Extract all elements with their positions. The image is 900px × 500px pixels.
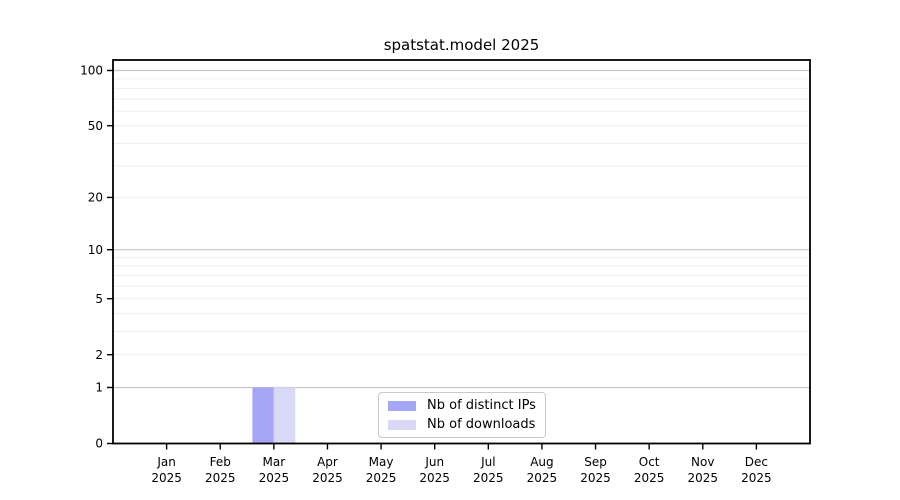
x-tick-label-year: 2025: [527, 471, 558, 485]
y-tick-label: 10: [88, 243, 103, 257]
bar-mar-downloads: [273, 387, 296, 444]
x-tick-label-year: 2025: [205, 471, 236, 485]
chart-title: spatstat.model 2025: [383, 36, 540, 54]
x-tick-label-year: 2025: [741, 471, 772, 485]
x-tick-label-year: 2025: [473, 471, 504, 485]
x-tick-label-month: Dec: [745, 455, 768, 469]
y-tick-label: 1: [95, 381, 103, 395]
x-tick-label-month: May: [369, 455, 394, 469]
x-tick-label-month: Jan: [156, 455, 176, 469]
legend-label-distinct-ips: Nb of distinct IPs: [427, 398, 536, 413]
x-tick-label-month: Nov: [691, 455, 714, 469]
x-tick-label-year: 2025: [312, 471, 343, 485]
legend-item-distinct-ips: Nb of distinct IPs: [388, 398, 536, 413]
legend: Nb of distinct IPs Nb of downloads: [378, 392, 546, 438]
bar-mar-distinct-ips: [252, 387, 274, 444]
x-tick-label-year: 2025: [687, 471, 718, 485]
plot-border: [112, 59, 811, 445]
x-tick-label-month: Feb: [210, 455, 231, 469]
x-tick-label-month: Jul: [480, 455, 495, 469]
x-tick-label-month: Jun: [424, 455, 444, 469]
y-tick-label: 100: [80, 64, 103, 78]
x-tick-label-year: 2025: [580, 471, 611, 485]
x-tick-label-month: Oct: [639, 455, 660, 469]
legend-label-downloads: Nb of downloads: [427, 417, 536, 432]
y-tick-label: 50: [88, 119, 103, 133]
y-tick-label: 20: [88, 191, 103, 205]
legend-swatch-downloads: [388, 419, 416, 430]
x-tick-label-year: 2025: [259, 471, 290, 485]
legend-swatch-distinct-ips: [388, 400, 416, 411]
legend-item-downloads: Nb of downloads: [388, 417, 536, 432]
x-tick-label-month: Mar: [263, 455, 286, 469]
y-tick-label: 5: [95, 292, 103, 306]
x-tick-label-year: 2025: [419, 471, 450, 485]
y-tick-label: 0: [95, 437, 103, 451]
x-tick-label-month: Sep: [584, 455, 607, 469]
x-tick-label-year: 2025: [634, 471, 665, 485]
x-tick-label-year: 2025: [366, 471, 397, 485]
x-tick-label-month: Aug: [530, 455, 553, 469]
x-tick-label-year: 2025: [151, 471, 182, 485]
y-tick-label: 2: [95, 348, 103, 362]
x-tick-label-month: Apr: [317, 455, 338, 469]
